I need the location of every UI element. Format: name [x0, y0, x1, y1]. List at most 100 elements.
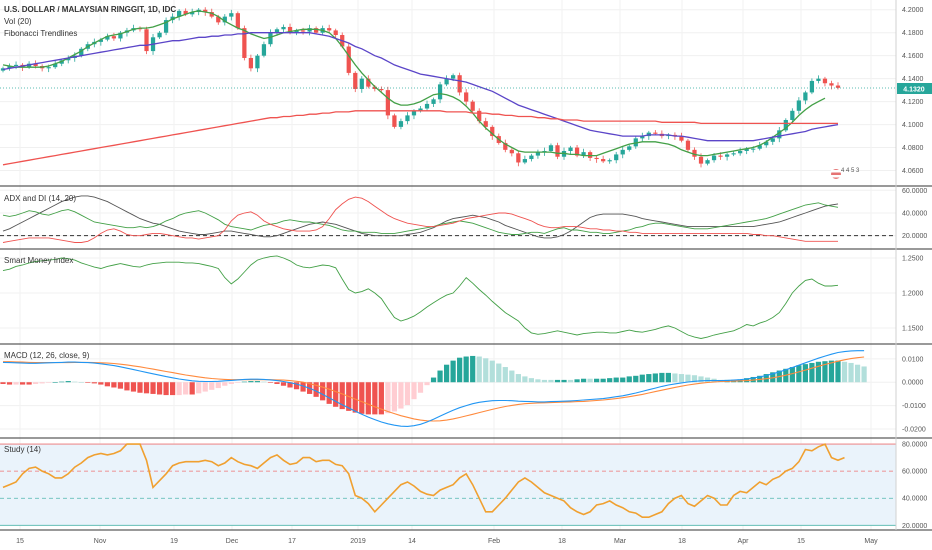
- earnings-events-badge[interactable]: 4 4 5 3: [831, 168, 860, 179]
- macd-histogram-bar[interactable]: [196, 382, 202, 394]
- candle[interactable]: [53, 63, 58, 68]
- adx-line[interactable]: [2, 202, 839, 235]
- macd-histogram-bar[interactable]: [685, 374, 691, 383]
- candle[interactable]: [764, 141, 769, 146]
- candle[interactable]: [333, 30, 338, 36]
- macd-histogram-bar[interactable]: [476, 356, 482, 383]
- macd-histogram-bar[interactable]: [333, 382, 339, 407]
- candle[interactable]: [640, 136, 645, 139]
- macd-histogram-bar[interactable]: [46, 382, 52, 383]
- candle[interactable]: [464, 92, 469, 102]
- candle[interactable]: [300, 30, 306, 32]
- study-line[interactable]: [2, 443, 845, 519]
- candle[interactable]: [255, 55, 260, 69]
- macd-histogram-bar[interactable]: [646, 374, 652, 383]
- study-panel[interactable]: [0, 443, 896, 526]
- candle[interactable]: [574, 147, 580, 156]
- candle[interactable]: [105, 36, 110, 40]
- macd-histogram-bar[interactable]: [522, 376, 528, 383]
- macd-histogram-bar[interactable]: [574, 379, 580, 383]
- candle[interactable]: [385, 90, 391, 116]
- macd-histogram-bar[interactable]: [261, 381, 267, 383]
- macd-histogram-bar[interactable]: [639, 374, 645, 383]
- macd-histogram-bar[interactable]: [633, 375, 639, 383]
- candle[interactable]: [79, 48, 84, 56]
- candle[interactable]: [470, 101, 475, 111]
- candle[interactable]: [581, 152, 586, 156]
- candle[interactable]: [163, 20, 169, 33]
- macd-histogram-bar[interactable]: [156, 382, 163, 395]
- candle[interactable]: [229, 13, 234, 17]
- macd-histogram-bar[interactable]: [561, 379, 567, 383]
- candle[interactable]: [724, 154, 730, 157]
- macd-histogram-bar[interactable]: [385, 382, 391, 414]
- macd-histogram-bar[interactable]: [502, 367, 508, 383]
- candle[interactable]: [529, 155, 534, 160]
- macd-histogram-bar[interactable]: [98, 382, 104, 385]
- candle[interactable]: [248, 57, 254, 69]
- macd-histogram-bar[interactable]: [65, 381, 71, 383]
- candle[interactable]: [809, 80, 815, 93]
- candle[interactable]: [98, 39, 103, 42]
- macd-histogram-bar[interactable]: [704, 377, 711, 383]
- macd-line[interactable]: [2, 350, 865, 427]
- macd-histogram-bar[interactable]: [124, 382, 130, 391]
- macd-histogram-bar[interactable]: [659, 372, 665, 383]
- candle[interactable]: [359, 78, 364, 89]
- macd-histogram-bar[interactable]: [339, 382, 345, 410]
- macd-histogram-bar[interactable]: [235, 382, 241, 383]
- adx-line[interactable]: [2, 196, 838, 243]
- macd-histogram-bar[interactable]: [541, 379, 548, 383]
- macd-histogram-bar[interactable]: [626, 376, 632, 383]
- smi-title[interactable]: Smart Money Index: [4, 256, 73, 265]
- candle[interactable]: [744, 148, 749, 151]
- candle[interactable]: [790, 110, 795, 120]
- macd-histogram-bar[interactable]: [691, 375, 698, 383]
- ma-line[interactable]: [2, 32, 839, 142]
- macd-histogram-bar[interactable]: [496, 363, 502, 383]
- candle[interactable]: [770, 138, 775, 142]
- macd-histogram-bar[interactable]: [567, 379, 574, 383]
- candle[interactable]: [738, 150, 743, 154]
- candle[interactable]: [835, 85, 841, 88]
- macd-histogram-bar[interactable]: [854, 364, 861, 383]
- macd-signal-line[interactable]: [3, 356, 865, 422]
- vol-label[interactable]: Vol (20): [4, 17, 32, 26]
- macd-histogram-bar[interactable]: [359, 382, 365, 414]
- candle[interactable]: [705, 160, 710, 164]
- candle[interactable]: [829, 83, 834, 86]
- candle[interactable]: [405, 115, 410, 122]
- macd-histogram-bar[interactable]: [613, 377, 619, 383]
- candle[interactable]: [698, 156, 704, 164]
- macd-histogram-bar[interactable]: [163, 382, 169, 396]
- macd-histogram-bar[interactable]: [111, 382, 117, 388]
- candle[interactable]: [411, 110, 417, 116]
- candle[interactable]: [183, 10, 188, 15]
- macd-histogram-bar[interactable]: [117, 382, 124, 389]
- macd-histogram-bar[interactable]: [59, 381, 65, 383]
- macd-histogram-bar[interactable]: [822, 361, 828, 383]
- candle[interactable]: [450, 75, 456, 79]
- candle[interactable]: [731, 153, 736, 155]
- candle[interactable]: [614, 154, 619, 161]
- macd-histogram-bar[interactable]: [607, 378, 613, 383]
- macd-histogram-bar[interactable]: [26, 382, 32, 385]
- macd-histogram-bar[interactable]: [417, 382, 424, 393]
- macd-histogram-bar[interactable]: [320, 382, 326, 401]
- candle[interactable]: [424, 103, 430, 109]
- macd-histogram-bar[interactable]: [313, 382, 319, 397]
- candle[interactable]: [346, 46, 351, 73]
- macd-histogram-bar[interactable]: [85, 382, 91, 383]
- candle[interactable]: [822, 78, 828, 84]
- macd-histogram-bar[interactable]: [587, 378, 593, 383]
- candle[interactable]: [692, 149, 697, 157]
- candle[interactable]: [268, 32, 273, 45]
- candle[interactable]: [796, 100, 801, 111]
- macd-histogram-bar[interactable]: [398, 382, 404, 409]
- candle[interactable]: [353, 72, 358, 89]
- macd-histogram-bar[interactable]: [620, 377, 626, 383]
- macd-histogram-bar[interactable]: [672, 373, 678, 383]
- macd-histogram-bar[interactable]: [215, 382, 221, 389]
- macd-histogram-bar[interactable]: [170, 382, 176, 396]
- candle[interactable]: [379, 88, 384, 91]
